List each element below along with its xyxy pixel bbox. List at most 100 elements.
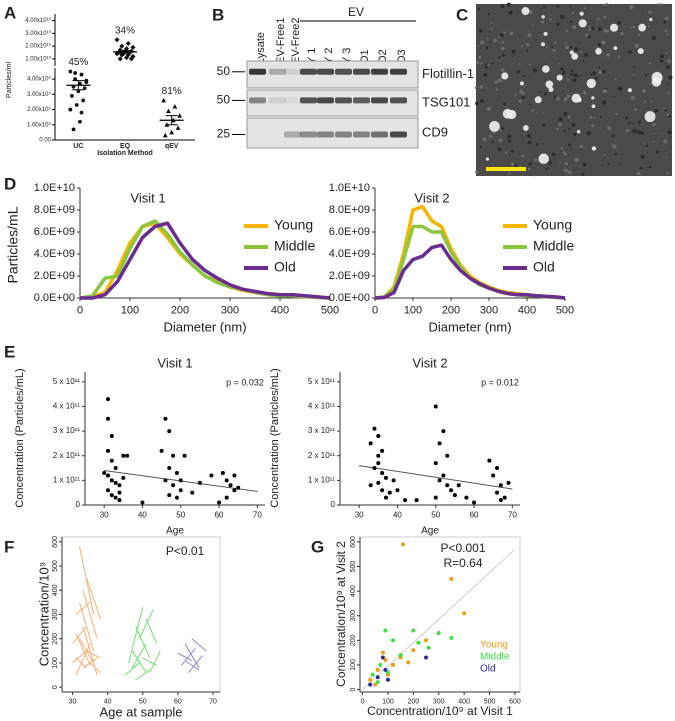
x-tick-label: 70 [253, 511, 262, 520]
y-tick-label: 4.00x10⁹ [27, 76, 51, 83]
point [411, 628, 416, 633]
texture [650, 101, 652, 103]
y-tick-label: 1 x 10¹¹ [308, 475, 335, 484]
texture [630, 26, 632, 29]
vesicle [556, 74, 563, 81]
series-line [124, 607, 161, 681]
texture [503, 102, 507, 106]
point [162, 132, 168, 138]
texture [582, 162, 587, 167]
texture [519, 89, 524, 94]
point [117, 498, 122, 503]
point [228, 483, 233, 488]
texture [484, 66, 488, 69]
legend-label: Old [274, 259, 296, 275]
texture [518, 63, 521, 66]
point [441, 473, 446, 478]
band [300, 68, 317, 75]
texture [588, 25, 591, 28]
x-tick-label: 50 [139, 698, 147, 705]
point [119, 43, 125, 49]
texture [572, 24, 577, 30]
texture [667, 82, 669, 85]
point [109, 493, 114, 498]
point [472, 500, 477, 505]
x-tick-label: 40 [393, 511, 402, 520]
error-bar [119, 50, 131, 54]
x-tick-label: 400 [271, 305, 289, 317]
texture [535, 143, 539, 146]
texture [495, 88, 499, 91]
x-tick-label: 100 [404, 305, 422, 317]
texture [558, 117, 563, 122]
texture [649, 82, 652, 86]
texture [521, 95, 525, 100]
point [166, 108, 171, 114]
point [456, 483, 461, 488]
y-tick-label: 500 [52, 560, 59, 572]
texture [657, 3, 661, 6]
point [119, 52, 125, 58]
texture [666, 113, 670, 116]
point [70, 93, 74, 98]
point [375, 667, 380, 672]
scale-bar [486, 167, 526, 171]
annotation: 34% [115, 25, 135, 36]
vesicle [571, 52, 579, 60]
point [177, 113, 183, 118]
point [102, 470, 107, 475]
band [300, 97, 317, 104]
point [125, 453, 130, 458]
texture [476, 36, 479, 38]
y-tick-label: 8.0E+09 [34, 204, 75, 216]
texture [480, 40, 485, 45]
point [105, 448, 110, 453]
x-tick-label: 100 [382, 698, 394, 705]
texture [592, 71, 596, 75]
texture [574, 73, 578, 78]
vesicle [569, 50, 574, 55]
point [370, 672, 375, 677]
point [190, 490, 195, 495]
point [385, 677, 390, 682]
point [171, 483, 176, 488]
point [373, 682, 378, 687]
texture [520, 45, 524, 48]
vesicle [591, 146, 597, 151]
band [335, 97, 352, 104]
point [105, 488, 110, 493]
y-axis-label: Concentration/10⁹ [36, 562, 51, 667]
texture [603, 153, 606, 156]
point [449, 635, 454, 640]
texture [644, 74, 648, 77]
texture [518, 99, 523, 103]
texture [523, 86, 526, 88]
texture [578, 165, 581, 167]
point [368, 483, 373, 488]
point [445, 453, 450, 458]
texture [612, 144, 617, 149]
point [105, 397, 110, 402]
texture [652, 141, 655, 143]
x-axis-label: Isolation Method [97, 150, 153, 157]
texture [648, 165, 652, 169]
y-tick-label: 400 [350, 585, 357, 597]
texture [502, 31, 505, 33]
texture [617, 55, 621, 58]
point [113, 466, 118, 471]
vesicle [637, 48, 644, 55]
texture [548, 160, 552, 165]
point [406, 660, 411, 665]
point [82, 86, 87, 91]
y-tick-label: 400 [52, 584, 59, 596]
x-tick-label: 300 [480, 305, 498, 317]
texture [569, 4, 572, 7]
y-tick-label: 4.00x10¹⁰ [25, 17, 51, 24]
panel-letter: E [4, 342, 15, 361]
point [197, 480, 202, 485]
texture [639, 166, 642, 170]
point [109, 434, 114, 439]
x-tick-label: 500 [484, 698, 496, 705]
band [371, 97, 388, 104]
